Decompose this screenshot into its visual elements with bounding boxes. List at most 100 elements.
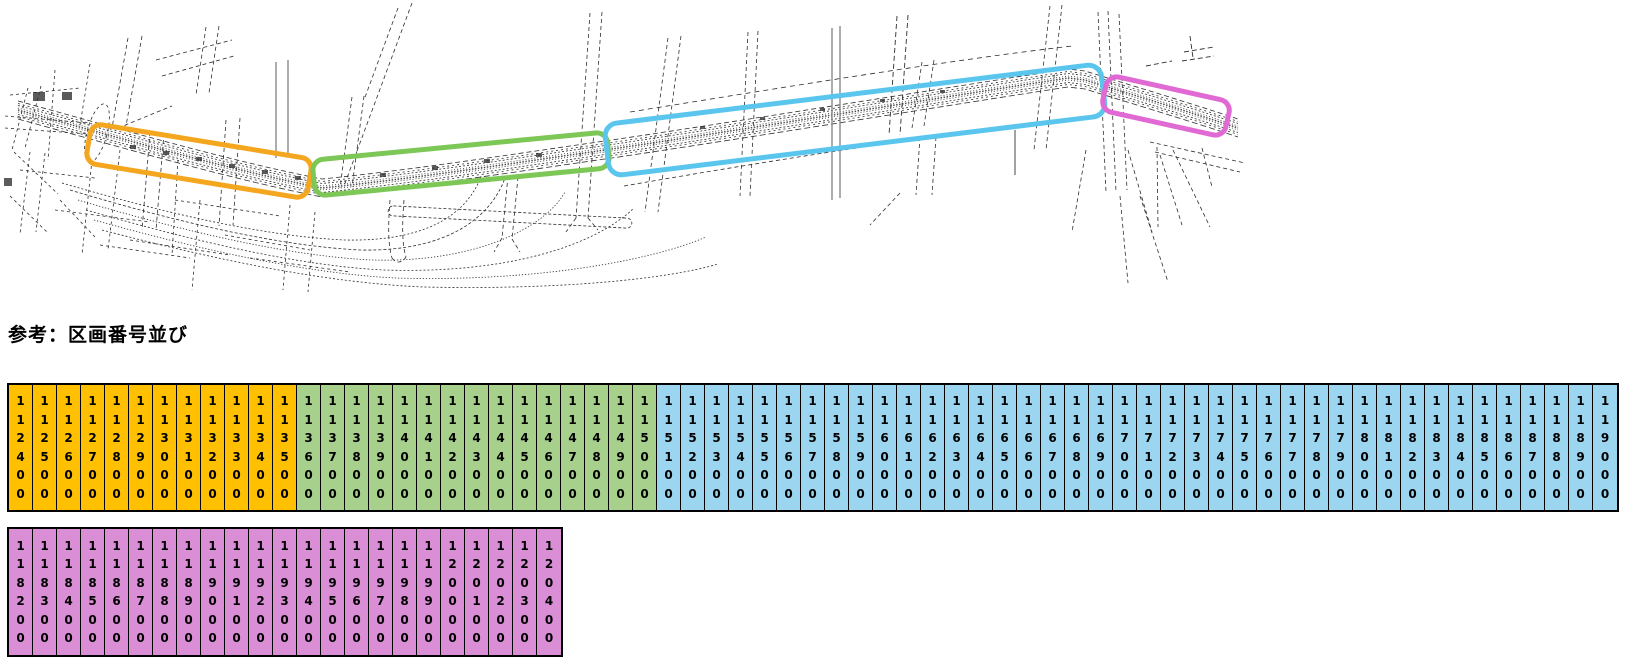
map-blob bbox=[4, 178, 12, 186]
page-title: 参考：区画番号並び bbox=[8, 325, 189, 346]
left-street-mesh bbox=[4, 63, 351, 293]
gray-lines bbox=[275, 26, 1016, 200]
highlight-box-orange[interactable] bbox=[84, 122, 314, 200]
map-blob bbox=[33, 92, 45, 101]
highlight-box-blue[interactable] bbox=[602, 62, 1108, 178]
corridor-marks bbox=[4, 90, 945, 186]
highlight-box-pink[interactable] bbox=[1100, 74, 1232, 138]
